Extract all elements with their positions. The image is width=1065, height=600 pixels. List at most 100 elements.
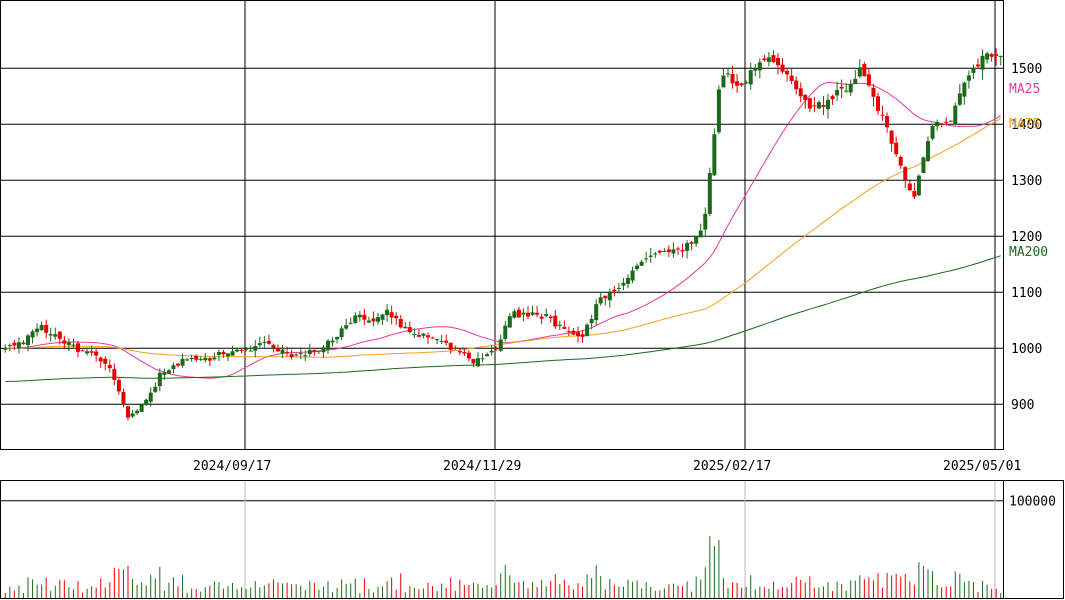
candle-body — [871, 87, 876, 97]
candle-body — [912, 191, 917, 197]
candle-body — [639, 261, 644, 266]
candle-body — [39, 324, 44, 331]
volume-grid — [0, 481, 1003, 598]
candle-body — [653, 253, 658, 255]
candle-body — [412, 333, 417, 335]
candle-body — [226, 353, 230, 357]
candle-body — [148, 392, 153, 402]
candle-body — [635, 265, 640, 270]
candle-body — [866, 74, 871, 86]
candle-body — [303, 355, 308, 357]
candle-body — [3, 347, 8, 350]
candle-body — [994, 54, 999, 56]
candle-body — [585, 324, 590, 337]
candle-body — [576, 332, 580, 337]
candle-body — [439, 340, 444, 342]
candle-body — [271, 344, 276, 349]
candle-body — [489, 350, 494, 353]
price-tick-label: 1000 — [1011, 342, 1042, 357]
candle-body — [744, 82, 749, 84]
candle-body — [357, 314, 362, 318]
candle-body — [276, 347, 280, 352]
candle-body — [512, 311, 517, 318]
candle-body — [885, 116, 890, 128]
candle-body — [630, 270, 635, 281]
candle-body — [976, 64, 980, 67]
candle-body — [430, 337, 435, 339]
candle-body — [880, 114, 885, 116]
candle-body — [298, 353, 303, 355]
price-tick-label: 1400 — [1011, 118, 1042, 133]
candle-body — [957, 93, 962, 105]
candle-body — [535, 312, 540, 315]
candle-body — [103, 358, 108, 364]
candle-body — [821, 105, 826, 108]
ma-label-ma200: MA200 — [1009, 245, 1048, 260]
candle-body — [907, 183, 912, 191]
candle-body — [771, 55, 776, 63]
candle-body — [857, 67, 862, 77]
candle-body — [239, 349, 244, 351]
candle-body — [971, 67, 976, 73]
candle-body — [26, 335, 30, 346]
candle-body — [735, 81, 740, 86]
candle-body — [948, 120, 953, 122]
candle-body — [612, 289, 617, 292]
candle-body — [471, 359, 476, 364]
candle-body — [385, 309, 390, 316]
candle-body — [662, 250, 667, 252]
candle-body — [294, 354, 299, 356]
candle-body — [580, 334, 585, 337]
candle-body — [807, 98, 812, 109]
candle-body — [844, 90, 849, 92]
candle-body — [53, 334, 58, 337]
candle-body — [739, 83, 744, 86]
candle-body — [398, 318, 403, 328]
candle-body — [594, 304, 599, 321]
candle-body — [121, 391, 126, 405]
candle-body — [853, 78, 858, 84]
price-panel-border — [0, 0, 1004, 450]
candle-body — [685, 243, 690, 251]
candle-body — [416, 335, 421, 337]
candle-body — [830, 96, 835, 100]
candle-body — [962, 82, 967, 97]
candle-body — [803, 94, 808, 101]
candle-body — [198, 359, 203, 361]
candle-body — [321, 347, 326, 353]
candle-body — [194, 356, 199, 360]
candle-body — [589, 318, 594, 324]
candle-body — [521, 312, 526, 315]
candle-body — [348, 322, 353, 324]
candle-body — [712, 134, 717, 176]
candle-body — [862, 64, 867, 77]
candle-body — [153, 386, 158, 392]
volume-panel-border — [0, 480, 1064, 599]
candle-body — [903, 167, 908, 181]
candles — [3, 48, 1003, 421]
moving-average-labels: MA25 MA75 MA200 — [1009, 82, 1048, 260]
candle-body — [16, 342, 21, 348]
candle-body — [380, 314, 385, 320]
candle-body — [253, 346, 258, 351]
candle-body — [671, 249, 676, 254]
candle-body — [203, 357, 208, 361]
candle-body — [571, 330, 576, 335]
candle-body — [85, 351, 90, 354]
candle-body — [453, 347, 458, 349]
candle-body — [76, 343, 80, 352]
candle-body — [66, 342, 71, 345]
candle-body — [485, 354, 490, 357]
ma-label-ma25: MA25 — [1009, 82, 1040, 97]
candle-body — [626, 277, 630, 284]
date-tick-label: 2024/09/17 — [193, 459, 271, 474]
candle-body — [839, 86, 844, 89]
candle-body — [139, 404, 144, 412]
candle-body — [985, 53, 990, 60]
candle-body — [526, 312, 530, 317]
candle-body — [812, 105, 817, 107]
candle-body — [476, 358, 480, 367]
candle-body — [130, 413, 135, 417]
candle-body — [916, 175, 921, 196]
candle-body — [257, 343, 262, 346]
